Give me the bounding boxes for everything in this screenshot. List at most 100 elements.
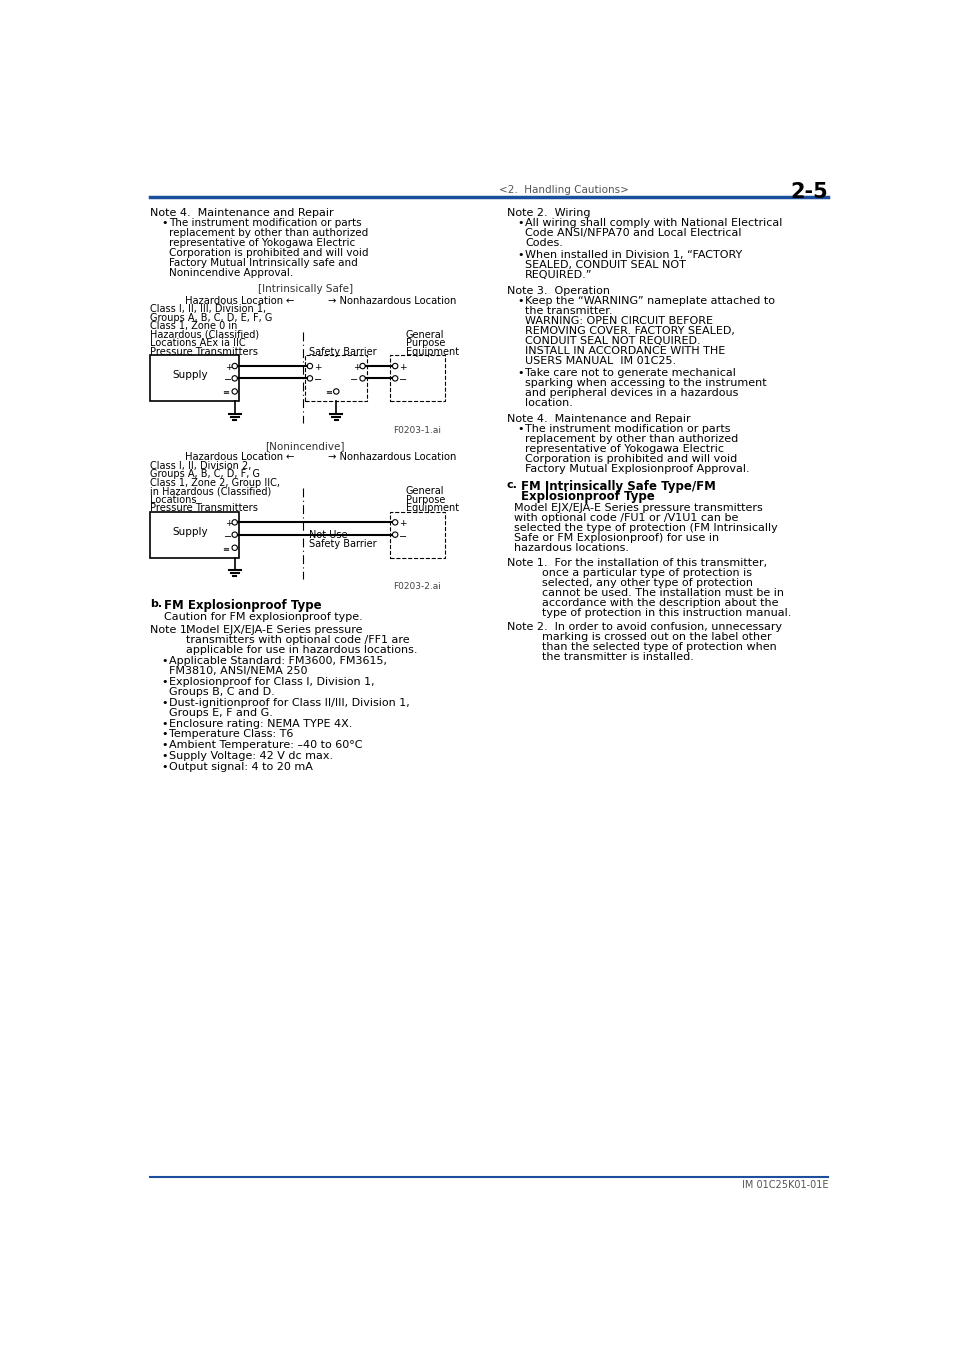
Text: General: General	[406, 329, 444, 340]
Text: ←: ←	[285, 452, 294, 462]
Text: Temperature Class: T6: Temperature Class: T6	[169, 729, 293, 740]
Text: When installed in Division 1, “FACTORY: When installed in Division 1, “FACTORY	[525, 250, 741, 259]
Text: hazardous locations.: hazardous locations.	[514, 543, 629, 554]
Text: +: +	[225, 363, 233, 373]
Text: Factory Mutual Explosionproof Approval.: Factory Mutual Explosionproof Approval.	[525, 464, 749, 474]
Text: Supply: Supply	[172, 526, 208, 536]
Text: INSTALL IN ACCORDANCE WITH THE: INSTALL IN ACCORDANCE WITH THE	[525, 346, 725, 356]
Text: Model EJX/EJA-E Series pressure transmitters: Model EJX/EJA-E Series pressure transmit…	[514, 504, 762, 513]
Text: Note 3.  Operation: Note 3. Operation	[506, 286, 609, 296]
Text: •: •	[161, 698, 168, 707]
Text: representative of Yokogawa Electric: representative of Yokogawa Electric	[525, 444, 723, 454]
Text: selected, any other type of protection: selected, any other type of protection	[542, 578, 753, 587]
Text: Caution for FM explosionproof type.: Caution for FM explosionproof type.	[164, 612, 362, 622]
Circle shape	[232, 389, 237, 394]
Text: •: •	[517, 367, 523, 378]
Circle shape	[232, 545, 237, 551]
Text: Hazardous Location: Hazardous Location	[185, 452, 283, 462]
Text: −: −	[350, 375, 358, 385]
Text: •: •	[161, 751, 168, 761]
Text: Class I, II, III, Division 1,: Class I, II, III, Division 1,	[150, 305, 266, 315]
Text: All wiring shall comply with National Electrical: All wiring shall comply with National El…	[525, 219, 781, 228]
Text: with optional code /FU1 or /V1U1 can be: with optional code /FU1 or /V1U1 can be	[514, 513, 739, 522]
Text: in Hazardous (Classified): in Hazardous (Classified)	[150, 486, 272, 497]
Text: +: +	[398, 363, 406, 373]
Text: and peripheral devices in a hazardous: and peripheral devices in a hazardous	[525, 387, 738, 398]
Text: Purpose: Purpose	[406, 339, 445, 348]
Text: the transmitter is installed.: the transmitter is installed.	[542, 652, 694, 663]
Text: Hazardous (Classified): Hazardous (Classified)	[150, 329, 259, 340]
Text: •: •	[161, 219, 168, 228]
Text: IM 01C25K01-01E: IM 01C25K01-01E	[741, 1180, 827, 1189]
Text: −: −	[398, 532, 407, 541]
Text: Locations AEx ia IIC: Locations AEx ia IIC	[150, 339, 246, 348]
Text: Hazardous Location: Hazardous Location	[185, 296, 283, 306]
Text: Corporation is prohibited and will void: Corporation is prohibited and will void	[525, 454, 737, 464]
Text: +: +	[398, 520, 406, 528]
Text: Explosionproof Type: Explosionproof Type	[520, 490, 654, 504]
Text: Note 1.  For the installation of this transmitter,: Note 1. For the installation of this tra…	[506, 558, 766, 568]
Text: •: •	[517, 250, 523, 259]
Text: <2.  Handling Cautions>: <2. Handling Cautions>	[498, 185, 628, 196]
Text: Note 1.: Note 1.	[150, 625, 191, 634]
Circle shape	[232, 363, 237, 369]
Text: •: •	[161, 656, 168, 667]
Text: REQUIRED.”: REQUIRED.”	[525, 270, 592, 279]
Text: REMOVING COVER. FACTORY SEALED,: REMOVING COVER. FACTORY SEALED,	[525, 325, 735, 336]
Text: accordance with the description about the: accordance with the description about th…	[542, 598, 778, 608]
Text: [Intrinsically Safe]: [Intrinsically Safe]	[257, 285, 353, 294]
Text: USERS MANUAL  IM 01C25.: USERS MANUAL IM 01C25.	[525, 356, 676, 366]
Text: sparking when accessing to the instrument: sparking when accessing to the instrumen…	[525, 378, 766, 387]
Text: Class 1, Zone 2, Group IIC,: Class 1, Zone 2, Group IIC,	[150, 478, 280, 487]
Text: −: −	[224, 532, 232, 541]
Text: F0203-1.ai: F0203-1.ai	[393, 427, 440, 435]
Text: •: •	[161, 729, 168, 740]
Circle shape	[334, 389, 338, 394]
Bar	[305, 355, 367, 401]
Text: Supply: Supply	[172, 370, 208, 381]
Bar	[150, 355, 239, 401]
Text: Note 2.  In order to avoid confusion, unnecessary: Note 2. In order to avoid confusion, unn…	[506, 622, 781, 632]
Text: F0203-2.ai: F0203-2.ai	[393, 582, 440, 591]
Text: WARNING: OPEN CIRCUIT BEFORE: WARNING: OPEN CIRCUIT BEFORE	[525, 316, 713, 325]
Text: •: •	[161, 718, 168, 729]
Text: b.: b.	[150, 598, 162, 609]
Text: marking is crossed out on the label other: marking is crossed out on the label othe…	[542, 632, 771, 643]
Text: Groups A, B, C, D, F, G: Groups A, B, C, D, F, G	[150, 470, 260, 479]
Text: •: •	[517, 296, 523, 306]
Text: Dust-ignitionproof for Class II/III, Division 1,: Dust-ignitionproof for Class II/III, Div…	[169, 698, 409, 707]
Text: selected the type of protection (FM Intrinsically: selected the type of protection (FM Intr…	[514, 524, 778, 533]
Text: Locations: Locations	[150, 494, 196, 505]
Text: FM Intrinsically Safe Type/FM: FM Intrinsically Safe Type/FM	[520, 481, 715, 493]
Text: the transmitter.: the transmitter.	[525, 306, 612, 316]
Text: Note 4.  Maintenance and Repair: Note 4. Maintenance and Repair	[150, 208, 334, 219]
Text: c.: c.	[506, 481, 517, 490]
Text: → Nonhazardous Location: → Nonhazardous Location	[328, 296, 456, 306]
Text: applicable for use in hazardous locations.: applicable for use in hazardous location…	[186, 645, 417, 655]
Text: ≡: ≡	[222, 389, 229, 397]
Circle shape	[359, 363, 365, 369]
Text: ≡: ≡	[325, 389, 332, 397]
Text: Model EJX/EJA-E Series pressure: Model EJX/EJA-E Series pressure	[186, 625, 362, 634]
Text: CONDUIT SEAL NOT REQUIRED.: CONDUIT SEAL NOT REQUIRED.	[525, 336, 700, 346]
Text: Safety Barrier: Safety Barrier	[309, 539, 376, 549]
Text: Take care not to generate mechanical: Take care not to generate mechanical	[525, 367, 736, 378]
Circle shape	[392, 520, 397, 525]
Text: Output signal: 4 to 20 mA: Output signal: 4 to 20 mA	[169, 761, 313, 772]
Text: Pressure Transmitters: Pressure Transmitters	[150, 347, 258, 356]
Circle shape	[392, 375, 397, 381]
Text: −: −	[314, 375, 321, 385]
Text: Ambient Temperature: –40 to 60°C: Ambient Temperature: –40 to 60°C	[169, 740, 362, 751]
Circle shape	[392, 532, 397, 537]
Text: Groups B, C and D.: Groups B, C and D.	[169, 687, 274, 697]
Text: •: •	[161, 678, 168, 687]
Text: Factory Mutual Intrinsically safe and: Factory Mutual Intrinsically safe and	[169, 258, 357, 269]
Text: FM3810, ANSI/NEMA 250: FM3810, ANSI/NEMA 250	[169, 667, 307, 676]
Text: Groups E, F and G.: Groups E, F and G.	[169, 707, 273, 718]
Text: Equipment: Equipment	[406, 504, 458, 513]
Text: •: •	[517, 424, 523, 433]
Text: → Nonhazardous Location: → Nonhazardous Location	[328, 452, 456, 462]
Text: Applicable Standard: FM3600, FM3615,: Applicable Standard: FM3600, FM3615,	[169, 656, 387, 667]
Text: FM Explosionproof Type: FM Explosionproof Type	[164, 598, 321, 612]
Text: Not Use: Not Use	[309, 531, 347, 540]
